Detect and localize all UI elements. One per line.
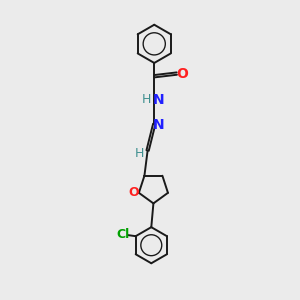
Text: O: O bbox=[176, 67, 188, 81]
Text: H: H bbox=[142, 93, 151, 106]
Text: N: N bbox=[153, 93, 165, 106]
Text: N: N bbox=[153, 118, 165, 132]
Text: Cl: Cl bbox=[116, 228, 130, 241]
Text: H: H bbox=[135, 147, 144, 160]
Text: O: O bbox=[128, 186, 139, 199]
